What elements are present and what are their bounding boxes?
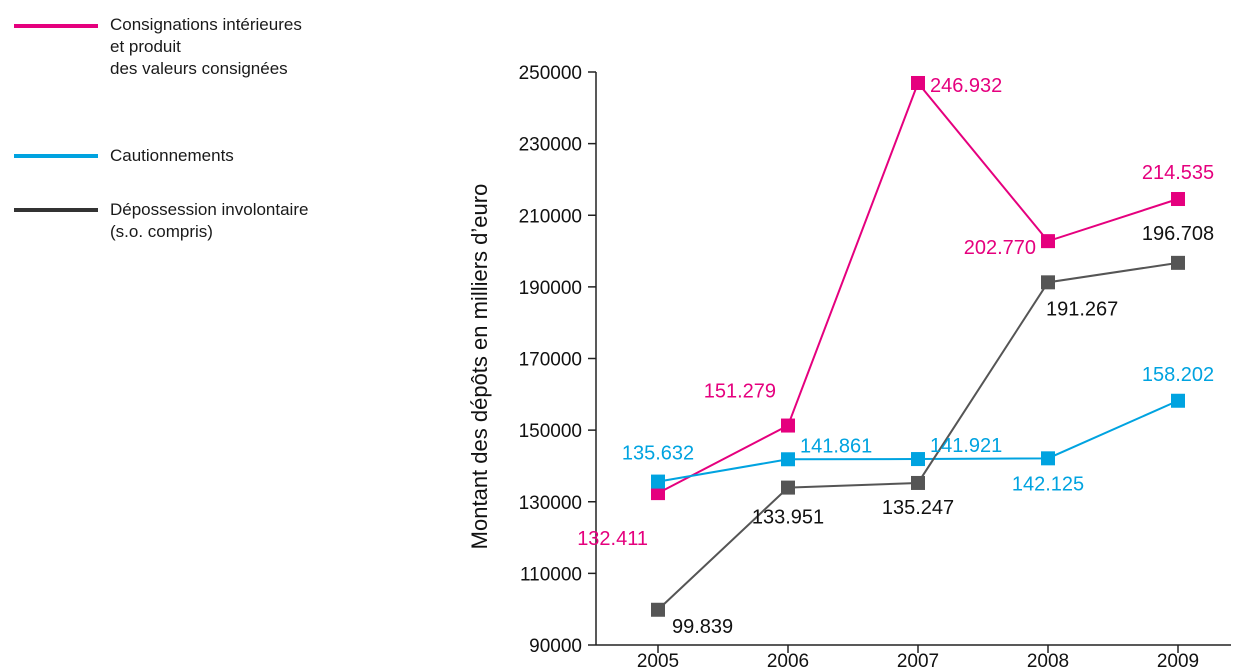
series-consignations (651, 76, 1185, 500)
data-point-consignations (781, 419, 795, 433)
data-label-cautionnements: 142.125 (1012, 473, 1084, 495)
series-line-consignations (658, 83, 1178, 493)
data-point-consignations (1171, 192, 1185, 206)
y-tick-label: 150000 (519, 421, 582, 442)
data-point-depossession (781, 481, 795, 495)
y-tick-label: 110000 (520, 564, 582, 585)
data-point-depossession (1171, 256, 1185, 270)
x-tick-label: 2008 (1027, 651, 1069, 671)
data-label-consignations: 246.932 (930, 75, 1002, 97)
x-tick-label: 2005 (637, 651, 679, 671)
y-tick-label: 210000 (519, 206, 582, 227)
chart-axes: 90000 110000 130000 150000 170000 190000 21000… (519, 63, 1231, 671)
data-label-depossession: 196.708 (1142, 223, 1214, 245)
data-label-depossession: 133.951 (752, 507, 824, 529)
data-label-depossession: 191.267 (1046, 298, 1118, 320)
data-point-consignations (911, 76, 925, 90)
data-point-depossession (911, 476, 925, 490)
y-tick-label: 230000 (519, 135, 582, 156)
data-point-depossession (1041, 275, 1055, 289)
data-point-cautionnements (1041, 451, 1055, 465)
data-point-consignations (1041, 234, 1055, 248)
data-label-consignations: 132.411 (577, 528, 648, 550)
data-label-consignations: 151.279 (704, 381, 776, 403)
data-label-depossession: 135.247 (882, 497, 954, 519)
y-tick-label: 250000 (519, 63, 582, 84)
data-point-cautionnements (911, 452, 925, 466)
data-label-cautionnements: 135.632 (622, 443, 694, 465)
x-tick-label: 2006 (767, 651, 809, 671)
chart-series (651, 76, 1185, 617)
data-point-depossession (651, 603, 665, 617)
data-label-consignations: 202.770 (964, 237, 1036, 259)
series-line-cautionnements (658, 401, 1178, 482)
data-label-cautionnements: 141.921 (930, 435, 1002, 457)
data-label-cautionnements: 158.202 (1142, 364, 1214, 386)
data-label-consignations: 214.535 (1142, 162, 1214, 184)
x-tick-label: 2007 (897, 651, 939, 671)
data-point-cautionnements (651, 475, 665, 489)
y-tick-label: 170000 (519, 350, 582, 371)
y-tick-label: 90000 (529, 636, 582, 657)
x-tick-label: 2009 (1157, 651, 1199, 671)
data-point-cautionnements (781, 452, 795, 466)
chart-data-labels: 132.411 151.279 246.932 202.770 214.535 135.6… (577, 75, 1214, 638)
series-cautionnements (651, 394, 1185, 489)
data-point-cautionnements (1171, 394, 1185, 408)
data-label-depossession: 99.839 (672, 616, 733, 638)
data-label-cautionnements: 141.861 (800, 435, 872, 457)
y-axis-label: Montant des dépôts en milliers d’euro (467, 184, 492, 550)
y-tick-label: 130000 (519, 493, 582, 514)
y-tick-label: 190000 (519, 278, 582, 299)
